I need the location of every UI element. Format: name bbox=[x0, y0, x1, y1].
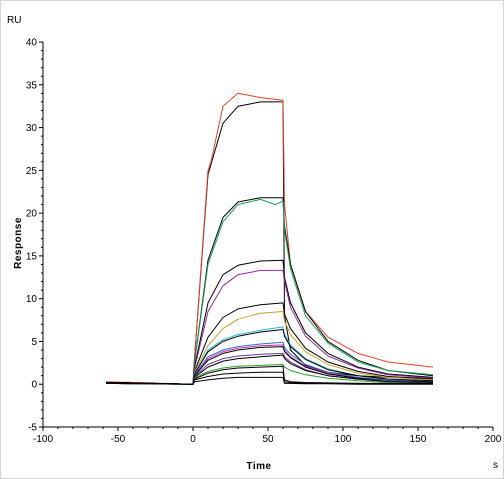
y-tick-label: 30 bbox=[26, 123, 38, 134]
series-line-1 bbox=[106, 102, 433, 384]
x-tick-label: -50 bbox=[111, 434, 126, 445]
y-unit-label: RU bbox=[7, 15, 21, 26]
y-tick-label: 25 bbox=[26, 166, 38, 177]
x-tick-label: 0 bbox=[190, 434, 196, 445]
x-tick-label: 200 bbox=[485, 434, 502, 445]
y-tick-label: 15 bbox=[26, 251, 38, 262]
y-tick-label: 5 bbox=[31, 337, 37, 348]
x-tick-label: 150 bbox=[410, 434, 427, 445]
y-tick-label: -5 bbox=[28, 423, 37, 434]
series-group bbox=[106, 93, 433, 384]
x-tick-label: -100 bbox=[33, 434, 53, 445]
y-tick-label: 10 bbox=[26, 294, 38, 305]
x-tick-label: 100 bbox=[335, 434, 352, 445]
y-tick-label: 35 bbox=[26, 80, 38, 91]
series-line-5 bbox=[106, 260, 433, 384]
x-axis-title: Time bbox=[246, 461, 271, 472]
x-unit-label: s bbox=[493, 460, 498, 471]
x-tick-label: 50 bbox=[262, 434, 274, 445]
series-line-11 bbox=[106, 342, 433, 384]
series-line-2 bbox=[106, 93, 433, 384]
y-tick-label: 20 bbox=[26, 209, 38, 220]
y-tick-label: 40 bbox=[26, 38, 38, 49]
y-axis-title: Response bbox=[13, 217, 24, 269]
y-tick-label: 0 bbox=[31, 380, 37, 391]
